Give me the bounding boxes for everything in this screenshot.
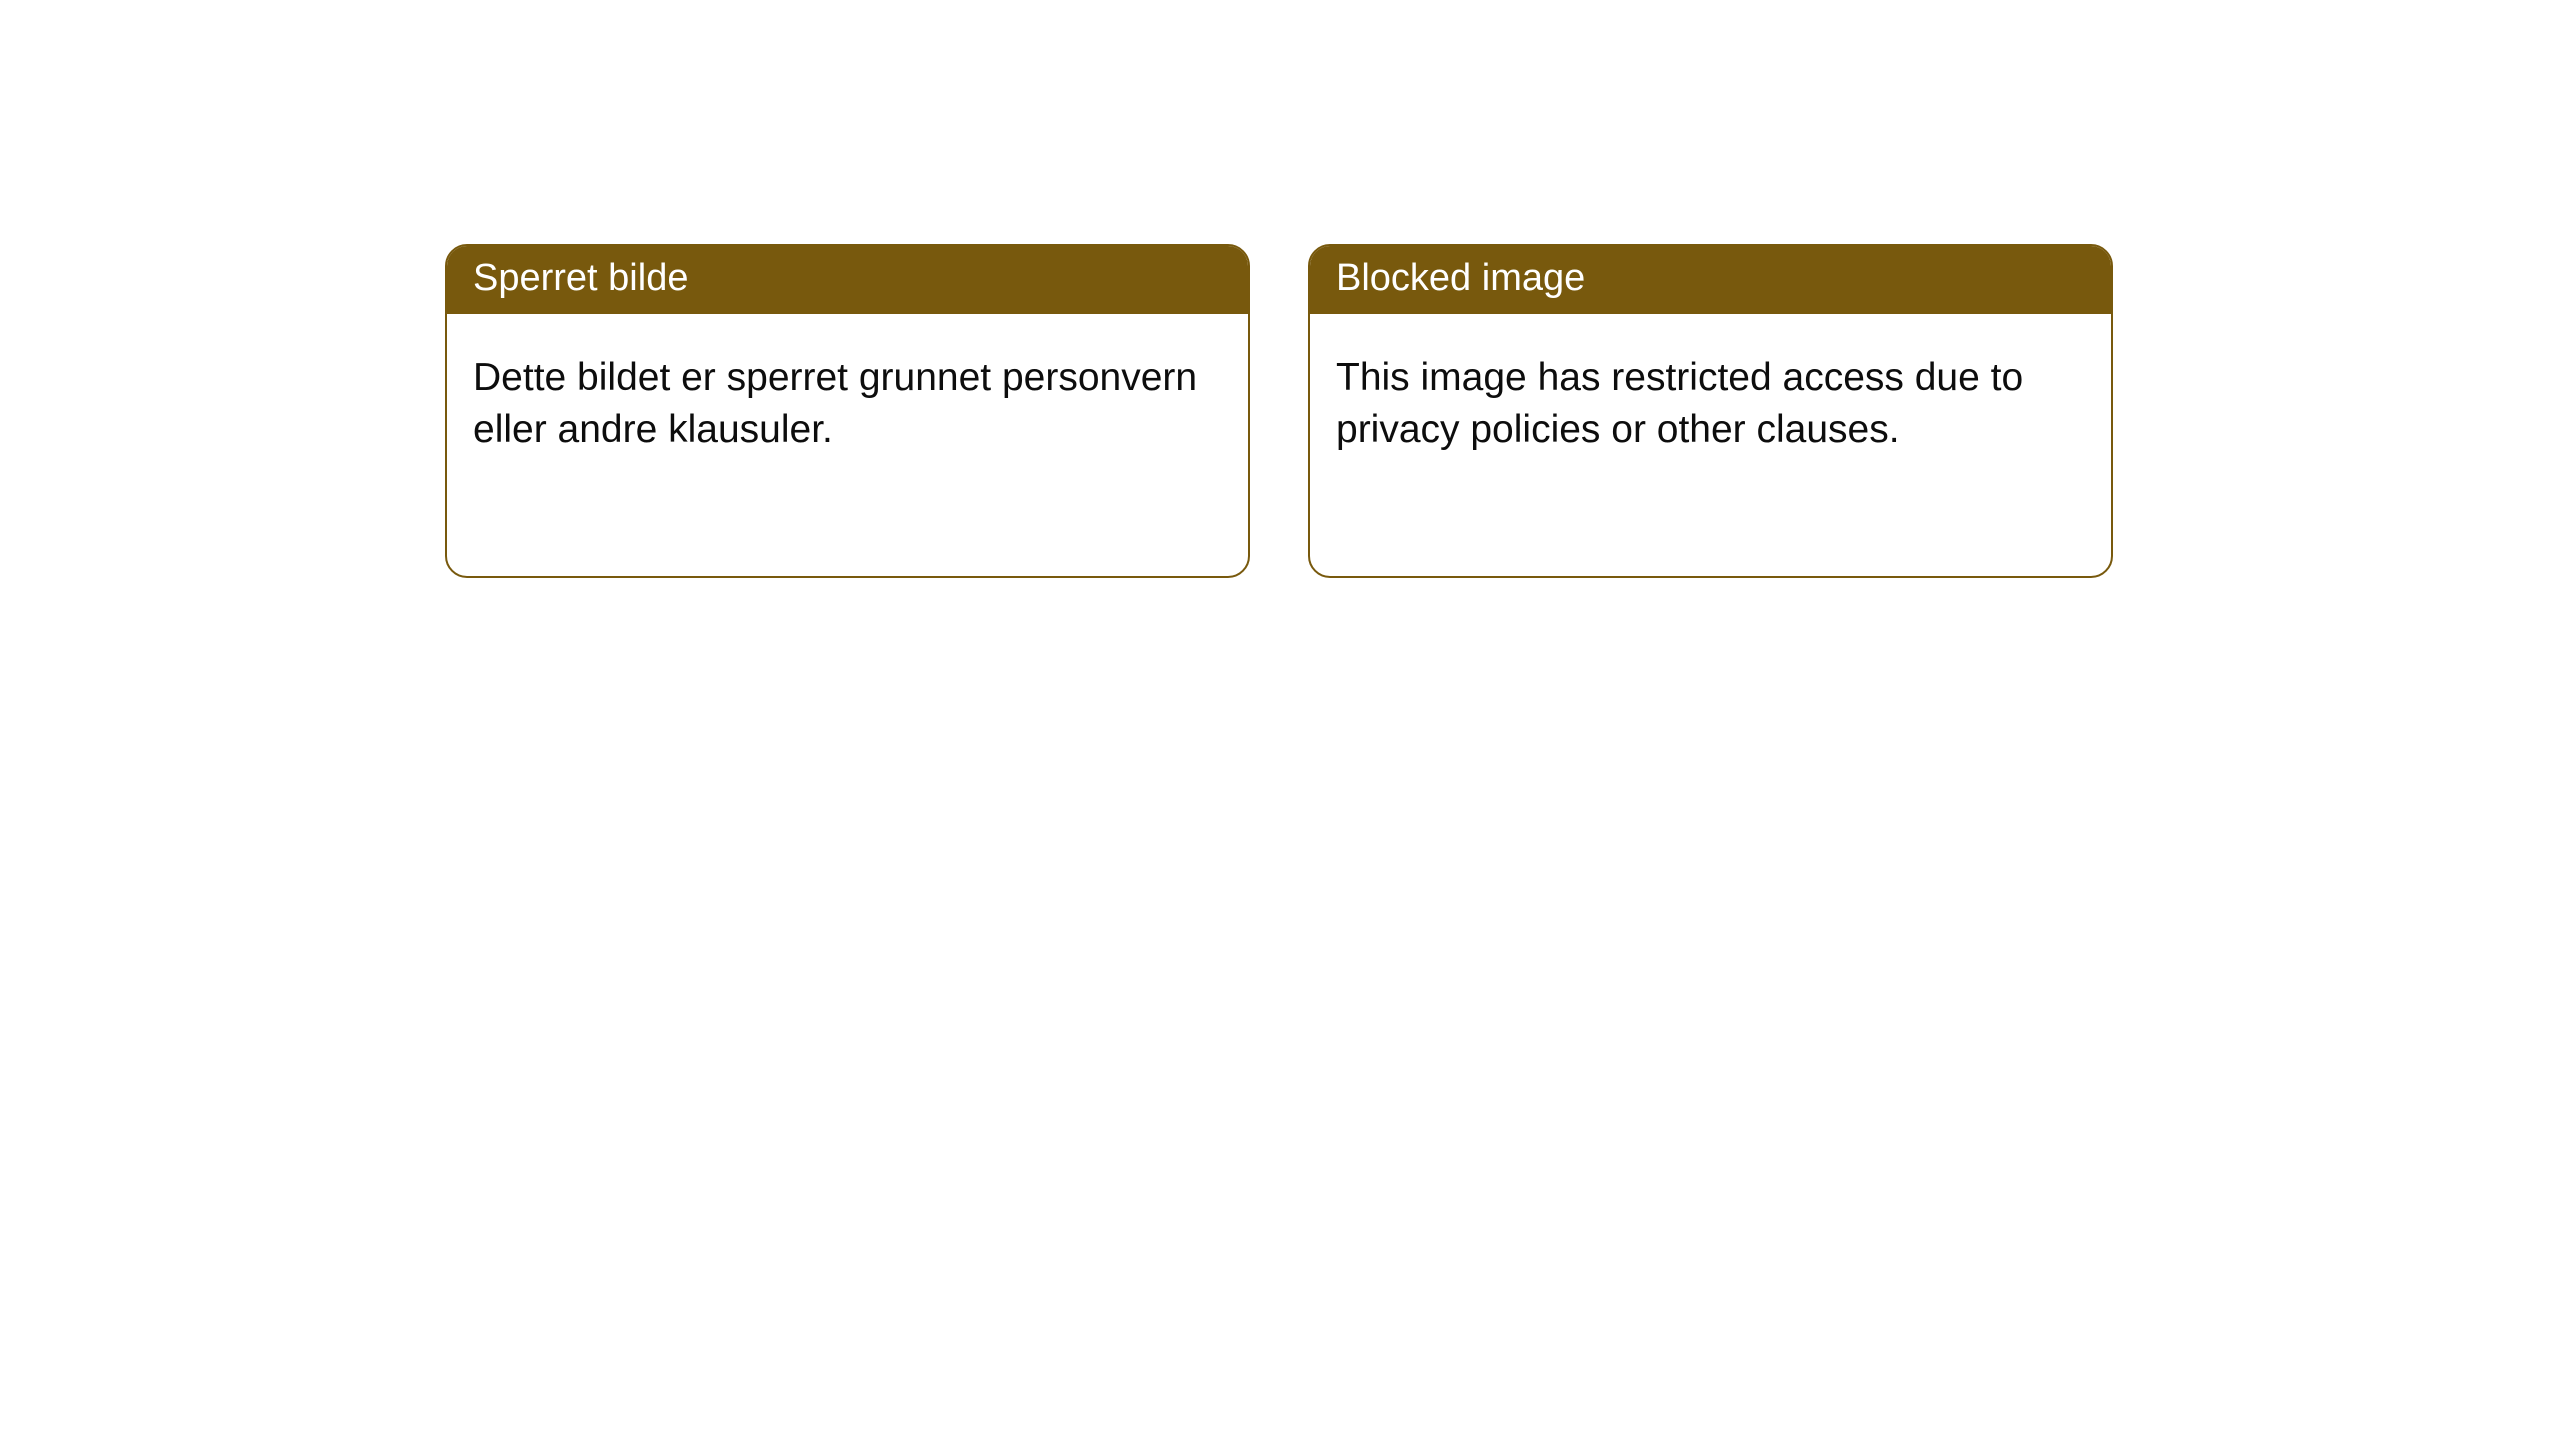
notice-card-title: Blocked image (1310, 246, 2111, 314)
notice-card-norwegian: Sperret bilde Dette bildet er sperret gr… (445, 244, 1250, 578)
notice-card-body: This image has restricted access due to … (1310, 314, 2111, 483)
notice-card-body: Dette bildet er sperret grunnet personve… (447, 314, 1248, 483)
notice-card-english: Blocked image This image has restricted … (1308, 244, 2113, 578)
notice-card-title: Sperret bilde (447, 246, 1248, 314)
notice-cards-container: Sperret bilde Dette bildet er sperret gr… (0, 0, 2560, 578)
